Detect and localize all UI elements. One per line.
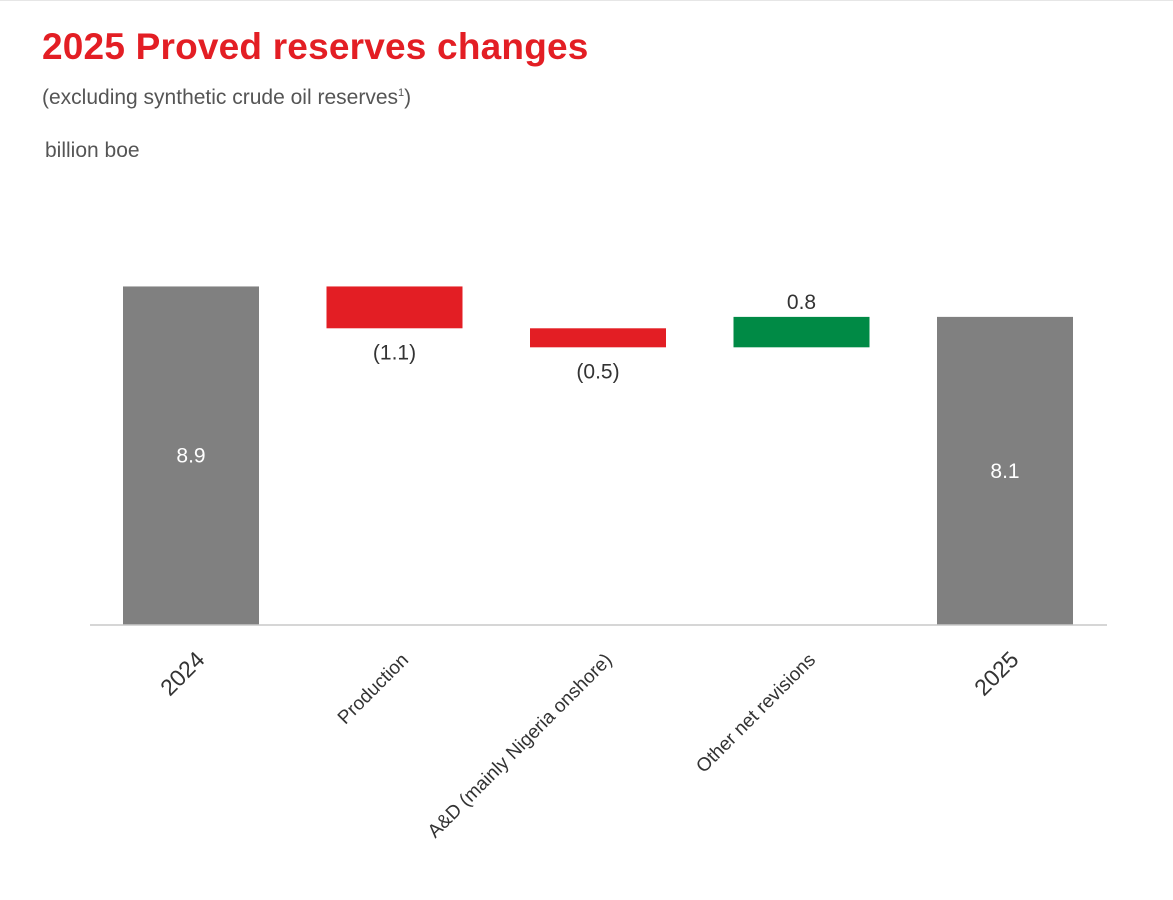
top-divider: [0, 0, 1173, 1]
subtitle-close: ): [404, 86, 412, 109]
unit-label: billion boe: [45, 139, 140, 162]
x-tick-label-other-net-revisions: Other net revisions: [692, 650, 820, 778]
bar-other-net-revisions: [733, 316, 870, 348]
chart-subtitle: (excluding synthetic crude oil reserves1…: [42, 86, 411, 110]
data-label-a-d-mainly-nigeria-onshore: (0.5): [576, 360, 619, 383]
x-tick-label-production: Production: [334, 650, 413, 729]
x-tick-label-2025: 2025: [969, 646, 1024, 701]
data-label-other-net-revisions: 0.8: [787, 291, 816, 314]
data-label-production: (1.1): [373, 341, 416, 364]
x-tick-label-a-d-mainly-nigeria-onshore: A&D (mainly Nigeria onshore): [424, 650, 617, 843]
bar-production: [326, 286, 463, 329]
x-tick-label-2024: 2024: [155, 646, 210, 701]
footnote-marker: 1: [398, 87, 405, 99]
bar-2024: [123, 286, 259, 625]
bars-layer: [123, 286, 1073, 625]
bar-a-d-mainly-nigeria-onshore: [530, 328, 666, 348]
data-label-2024: 8.9: [176, 445, 205, 468]
subtitle-text: (excluding synthetic crude oil reserves: [42, 86, 398, 109]
data-label-2025: 8.1: [990, 460, 1019, 483]
tick-labels-layer: 2024 Production A&D (mainly Nigeria onshor…: [155, 646, 1024, 842]
bar-2025: [937, 316, 1073, 625]
labels-layer: 8.9 (1.1) (0.5) 0.8 8.1: [176, 291, 1019, 483]
page-title: 2025 Proved reserves changes: [42, 26, 589, 67]
